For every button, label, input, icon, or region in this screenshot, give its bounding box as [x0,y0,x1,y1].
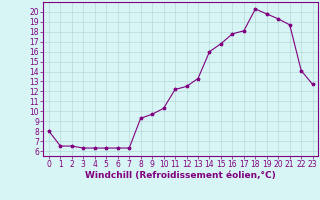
X-axis label: Windchill (Refroidissement éolien,°C): Windchill (Refroidissement éolien,°C) [85,171,276,180]
